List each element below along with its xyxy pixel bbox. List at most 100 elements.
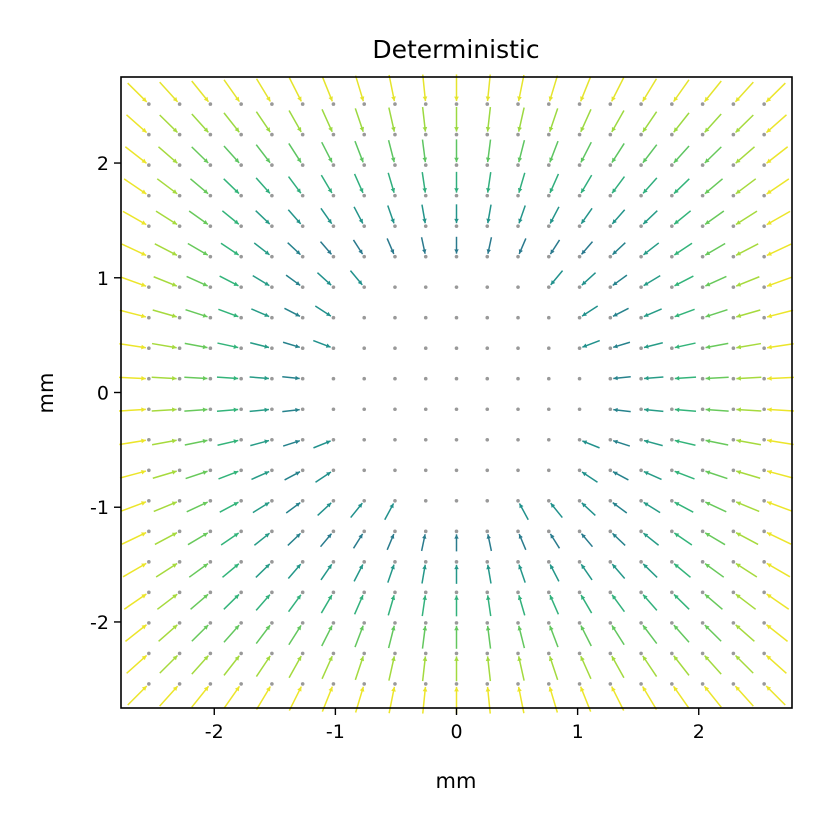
vector-arrow xyxy=(354,75,365,102)
grid-point xyxy=(454,499,459,503)
vector-arrow xyxy=(642,532,660,546)
vector-arrow xyxy=(517,74,525,102)
vector-arrow xyxy=(317,502,332,517)
grid-point xyxy=(485,682,490,686)
vector-arrow xyxy=(673,112,690,133)
vector-arrow xyxy=(187,532,209,546)
vector-arrow xyxy=(766,210,791,226)
grid-point xyxy=(762,621,766,625)
vector-arrow xyxy=(188,210,209,226)
vector-arrow xyxy=(184,375,208,381)
grid-point xyxy=(270,254,274,259)
grid-point xyxy=(300,590,305,595)
vector-arrow xyxy=(735,532,759,546)
grid-point xyxy=(639,254,643,259)
vector-arrow xyxy=(321,109,333,133)
vector-arrow xyxy=(485,139,492,163)
vector-arrow xyxy=(190,593,209,610)
vector-arrow xyxy=(642,242,660,256)
grid-point xyxy=(454,590,459,595)
grid-point xyxy=(362,132,367,137)
grid-point xyxy=(300,193,305,198)
grid-point xyxy=(300,376,305,381)
vector-arrow xyxy=(486,237,493,254)
vector-arrow xyxy=(218,308,239,318)
vector-arrow xyxy=(673,145,690,164)
grid-point xyxy=(670,682,674,686)
grid-point xyxy=(485,285,490,289)
vector-arrow xyxy=(673,655,690,676)
grid-point xyxy=(270,163,274,167)
grid-point xyxy=(331,560,336,564)
vector-arrow xyxy=(673,178,690,195)
vector-arrow xyxy=(184,342,208,350)
vector-arrow xyxy=(703,80,722,103)
grid-point xyxy=(177,224,182,228)
grid-point xyxy=(731,346,736,351)
grid-point xyxy=(639,193,643,198)
vector-arrow xyxy=(642,563,658,578)
grid-point xyxy=(270,224,274,228)
vector-arrow xyxy=(223,112,240,133)
vector-arrow xyxy=(735,146,756,164)
grid-point xyxy=(577,529,582,534)
vector-arrow xyxy=(250,341,270,349)
vector-arrow xyxy=(121,243,147,257)
vector-arrow xyxy=(674,375,697,381)
vector-arrow xyxy=(255,177,271,194)
vector-arrow xyxy=(251,470,270,481)
grid-point xyxy=(177,529,182,534)
grid-point xyxy=(362,102,367,106)
grid-point xyxy=(239,285,243,289)
grid-point xyxy=(577,499,582,503)
vector-arrow xyxy=(153,276,178,287)
grid-point xyxy=(423,315,428,320)
grid-point xyxy=(639,102,643,106)
grid-point xyxy=(516,224,520,228)
grid-point xyxy=(639,468,643,473)
grid-point xyxy=(177,407,182,412)
vector-arrow xyxy=(612,274,628,287)
grid-point xyxy=(147,163,151,167)
vector-arrow xyxy=(252,501,270,514)
vector-arrow xyxy=(612,439,631,447)
grid-point xyxy=(362,468,367,473)
vector-arrow xyxy=(612,307,629,317)
grid-point xyxy=(546,163,551,167)
vector-arrow xyxy=(705,407,729,413)
vector-arrow xyxy=(124,624,147,642)
grid-point xyxy=(300,285,305,289)
grid-point xyxy=(485,315,490,320)
grid-point xyxy=(393,285,397,289)
grid-point xyxy=(546,254,551,259)
grid-point xyxy=(700,254,705,259)
vector-arrow xyxy=(313,440,331,449)
vector-arrow xyxy=(549,206,560,224)
grid-point xyxy=(454,376,459,381)
grid-point xyxy=(331,132,336,137)
grid-point xyxy=(147,468,151,473)
grid-point xyxy=(639,163,643,167)
vector-arrow xyxy=(579,76,592,102)
vector-arrow xyxy=(642,655,658,677)
vector-arrow xyxy=(735,624,755,642)
vector-arrow xyxy=(123,178,147,195)
vector-arrow xyxy=(611,594,626,613)
grid-point xyxy=(147,224,151,228)
grid-point xyxy=(393,163,397,167)
y-axis-label: mm xyxy=(34,373,58,414)
grid-point xyxy=(485,102,490,106)
grid-point xyxy=(516,499,520,503)
vector-arrow xyxy=(119,342,147,350)
vector-arrow xyxy=(736,470,761,479)
grid-point xyxy=(331,682,336,686)
vector-arrow xyxy=(643,274,661,287)
grid-point xyxy=(700,682,705,686)
vector-arrow xyxy=(387,564,395,583)
vector-arrow xyxy=(255,594,271,611)
grid-point xyxy=(300,407,305,412)
vector-arrow xyxy=(703,685,722,708)
grid-point xyxy=(331,102,336,106)
vector-arrow xyxy=(548,75,559,102)
